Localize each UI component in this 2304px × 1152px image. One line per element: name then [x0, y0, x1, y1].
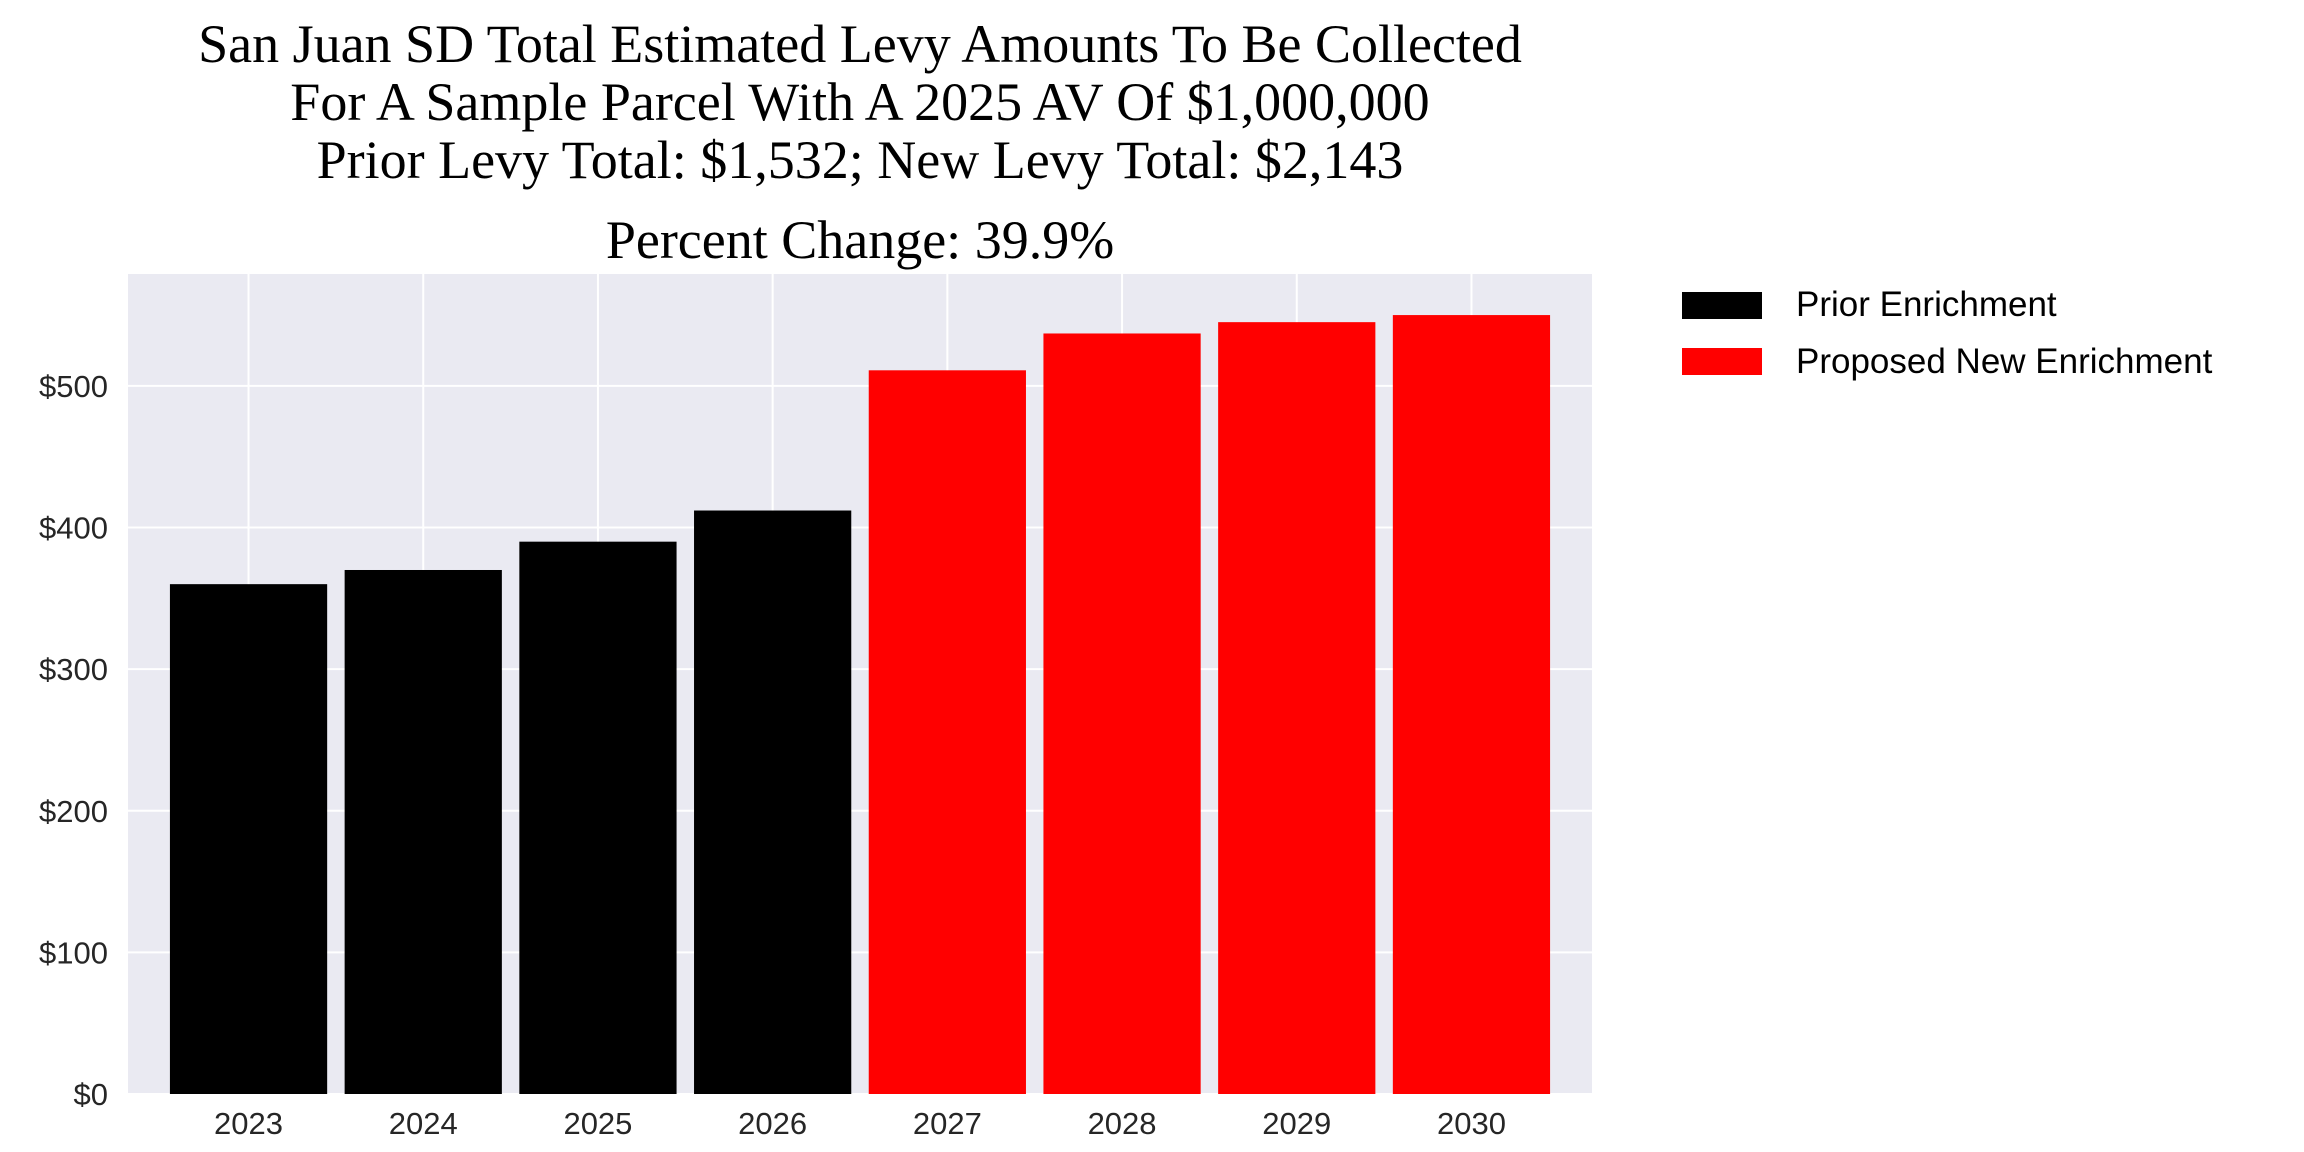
bar-2024 [344, 569, 502, 1094]
x-tick-label: 2024 [389, 1106, 458, 1141]
legend-label-proposed: Proposed New Enrichment [1796, 342, 2213, 381]
legend-label-prior: Prior Enrichment [1796, 285, 2057, 324]
x-tick-label: 2025 [563, 1106, 632, 1141]
bar-2029 [1218, 322, 1376, 1094]
x-tick-label: 2023 [214, 1106, 283, 1141]
x-axis: 2023 2024 2025 2026 2027 2028 2029 2030 [214, 1106, 1506, 1141]
bars [169, 315, 1551, 1095]
chart-title: San Juan SD Total Estimated Levy Amounts… [198, 14, 1522, 270]
y-tick-label: $100 [39, 935, 108, 970]
bar-2027 [868, 370, 1026, 1095]
x-tick-label: 2028 [1088, 1106, 1157, 1141]
y-tick-label: $300 [39, 652, 108, 687]
bar-2025 [519, 541, 677, 1094]
x-tick-label: 2030 [1437, 1106, 1506, 1141]
legend-swatch-proposed [1682, 348, 1762, 375]
bar-2030 [1392, 315, 1551, 1094]
title-line-1: San Juan SD Total Estimated Levy Amounts… [198, 14, 1522, 74]
title-line-3: Prior Levy Total: $1,532; New Levy Total… [317, 130, 1404, 190]
y-tick-label: $0 [74, 1077, 108, 1112]
y-tick-label: $200 [39, 794, 108, 829]
legend: Prior Enrichment Proposed New Enrichment [1682, 285, 2213, 381]
bar-2026 [694, 510, 852, 1094]
legend-swatch-prior [1682, 292, 1762, 319]
y-axis: $0 $100 $200 $300 $400 $500 [39, 369, 108, 1112]
x-tick-label: 2029 [1262, 1106, 1331, 1141]
x-tick-label: 2026 [738, 1106, 807, 1141]
title-line-2: For A Sample Parcel With A 2025 AV Of $1… [290, 72, 1429, 132]
x-tick-label: 2027 [913, 1106, 982, 1141]
bar-2023 [169, 584, 328, 1094]
y-tick-label: $400 [39, 511, 108, 546]
y-tick-label: $500 [39, 369, 108, 404]
bar-2028 [1043, 333, 1201, 1094]
title-line-4: Percent Change: 39.9% [606, 210, 1114, 270]
